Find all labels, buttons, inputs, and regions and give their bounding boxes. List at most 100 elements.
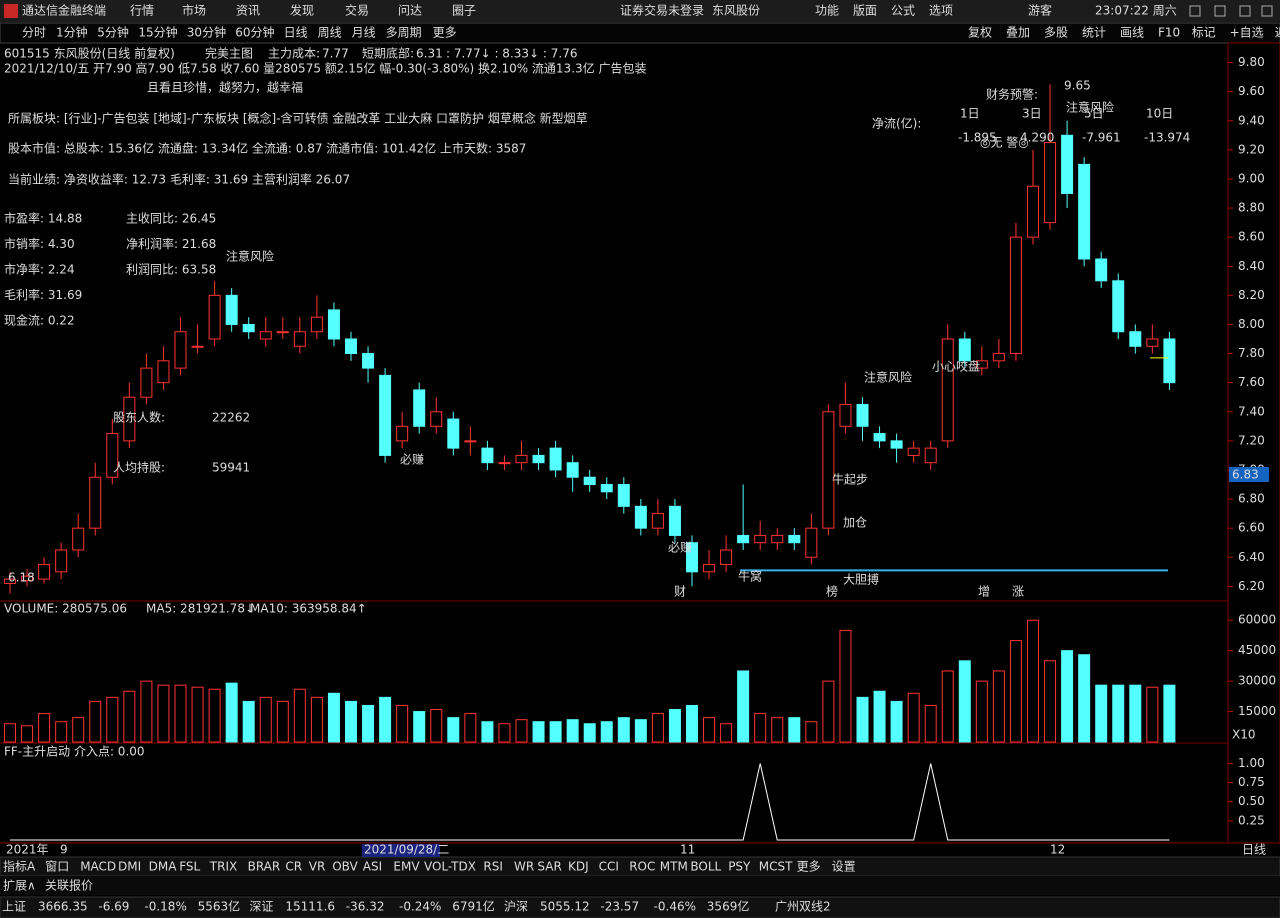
volume-bar: [1044, 660, 1057, 743]
window-control[interactable]: [1189, 5, 1201, 17]
menu-item[interactable]: 圈子: [452, 4, 476, 18]
indicator-tab[interactable]: 更多: [797, 860, 821, 874]
indicator-tab[interactable]: ROC: [629, 860, 655, 874]
subtab[interactable]: 扩展∧: [3, 879, 36, 893]
period-button[interactable]: 多周期: [386, 26, 422, 40]
indicator-tab[interactable]: VR: [309, 860, 326, 874]
menu-item[interactable]: 行情: [130, 4, 154, 18]
menu-item[interactable]: 版面: [853, 4, 877, 18]
indicator-tab[interactable]: DMA: [149, 860, 178, 874]
candle-body: [1112, 280, 1125, 333]
subtab-bar: [0, 876, 1280, 895]
volume-bar: [890, 700, 903, 743]
menu-item[interactable]: 资讯: [236, 4, 260, 18]
fundamental: 主收同比: 26.45: [126, 212, 216, 226]
period-button[interactable]: 1分钟: [56, 25, 88, 40]
action-button[interactable]: 统计: [1082, 26, 1106, 40]
indicator-tab[interactable]: BRAR: [248, 860, 281, 874]
indicator-tab[interactable]: BOLL: [690, 860, 721, 874]
volume-bar: [617, 717, 630, 743]
volume-bar: [242, 700, 255, 743]
indicator-tab[interactable]: 设置: [832, 860, 856, 874]
action-button[interactable]: +自选: [1230, 26, 1264, 40]
volume-bar: [992, 670, 1005, 743]
cost-label: 主力成本:: [268, 47, 320, 61]
menu-item[interactable]: 功能: [815, 4, 839, 18]
indicator-tab[interactable]: WR: [514, 860, 534, 874]
action-button[interactable]: 复权: [968, 26, 992, 40]
indicator-tab[interactable]: EMV: [393, 860, 420, 874]
chart-marker: 小心咬盘: [932, 359, 980, 374]
volume-bar: [140, 680, 153, 743]
indicator-tab[interactable]: CR: [285, 860, 302, 874]
menu-item[interactable]: 选项: [929, 4, 953, 18]
window-control[interactable]: [1239, 5, 1251, 17]
period-button[interactable]: 周线: [318, 26, 342, 40]
volume-bar: [72, 717, 85, 743]
action-button[interactable]: 叠加: [1006, 26, 1030, 40]
action-button[interactable]: 标记: [1192, 26, 1216, 40]
menu-item[interactable]: 问达: [398, 4, 422, 18]
date-highlight: [362, 844, 440, 857]
menu-item[interactable]: 市场: [182, 3, 206, 18]
candle-body: [38, 564, 51, 580]
menu-item[interactable]: 公式: [891, 4, 915, 18]
menu-item[interactable]: 交易: [345, 3, 369, 18]
indicator-tab[interactable]: KDJ: [568, 860, 589, 874]
subtab[interactable]: 关联报价: [45, 878, 93, 893]
volume-bar: [686, 704, 698, 743]
indicator-tab[interactable]: DMI: [118, 860, 141, 874]
clock: 23:07:22 周六: [1095, 4, 1177, 18]
period-button[interactable]: 更多: [433, 26, 457, 40]
action-button[interactable]: 多股: [1044, 26, 1068, 40]
chart-marker: 9.65: [1064, 79, 1091, 93]
period-button[interactable]: 日线: [284, 26, 308, 40]
period-button[interactable]: 5分钟: [97, 25, 129, 40]
period-button[interactable]: 60分钟: [235, 25, 274, 40]
period-button[interactable]: 30分钟: [187, 25, 226, 40]
warning: 财务预警:: [986, 87, 1038, 102]
indicator-tab[interactable]: 指标A: [3, 859, 36, 874]
action-button[interactable]: 返回: [1275, 26, 1280, 40]
indicator-tab[interactable]: PSY: [728, 860, 751, 874]
indicator-tab[interactable]: CCI: [599, 860, 619, 874]
candle-body: [532, 454, 545, 464]
window-control[interactable]: [1214, 5, 1226, 17]
indicator-tab[interactable]: FSL: [179, 860, 200, 874]
indicator-tab[interactable]: MACD: [80, 860, 116, 874]
status-right: 广州双线2: [775, 900, 831, 914]
indicator-tab[interactable]: TRIX: [209, 860, 237, 874]
stock-name: 东风股份: [712, 4, 760, 18]
volume-bar: [123, 690, 136, 743]
period-button[interactable]: 15分钟: [138, 25, 177, 40]
indicator-tab[interactable]: VOL-TDX: [424, 860, 476, 874]
action-button[interactable]: 画线: [1120, 26, 1144, 40]
period-button[interactable]: 分时: [22, 26, 46, 40]
indicator-title: FF-主升启动 介入点: 0.00: [4, 745, 145, 759]
indicator-tab[interactable]: 窗口: [45, 860, 69, 874]
candle-body: [737, 534, 750, 544]
indicator-tab[interactable]: SAR: [537, 860, 561, 874]
window-control[interactable]: [1261, 5, 1273, 17]
y-tick-label: 9.20: [1238, 142, 1265, 156]
date-label: 9: [60, 843, 68, 857]
candle-body: [1078, 163, 1091, 260]
indicator-tab[interactable]: OBV: [332, 860, 358, 874]
volume-bar: [1009, 640, 1022, 743]
date-label: 2021年: [6, 843, 49, 857]
volume-bar: [225, 682, 238, 743]
y-tick-label: 9.00: [1238, 171, 1265, 185]
indicator-tab[interactable]: MTM: [660, 860, 688, 874]
netflow-label: 净流(亿):: [872, 116, 921, 131]
candle-body: [1146, 338, 1159, 347]
indicator-tab[interactable]: MCST: [759, 860, 793, 874]
y-tick-label: 7.80: [1238, 346, 1265, 360]
menu-item[interactable]: 发现: [290, 3, 314, 18]
signal-line: [10, 763, 1170, 841]
volume-bar: [1112, 684, 1125, 743]
candle-body: [379, 374, 392, 456]
indicator-tab[interactable]: RSI: [483, 860, 503, 874]
indicator-tab[interactable]: ASI: [363, 860, 382, 874]
period-button[interactable]: 月线: [352, 26, 376, 40]
action-button[interactable]: F10: [1158, 26, 1180, 40]
